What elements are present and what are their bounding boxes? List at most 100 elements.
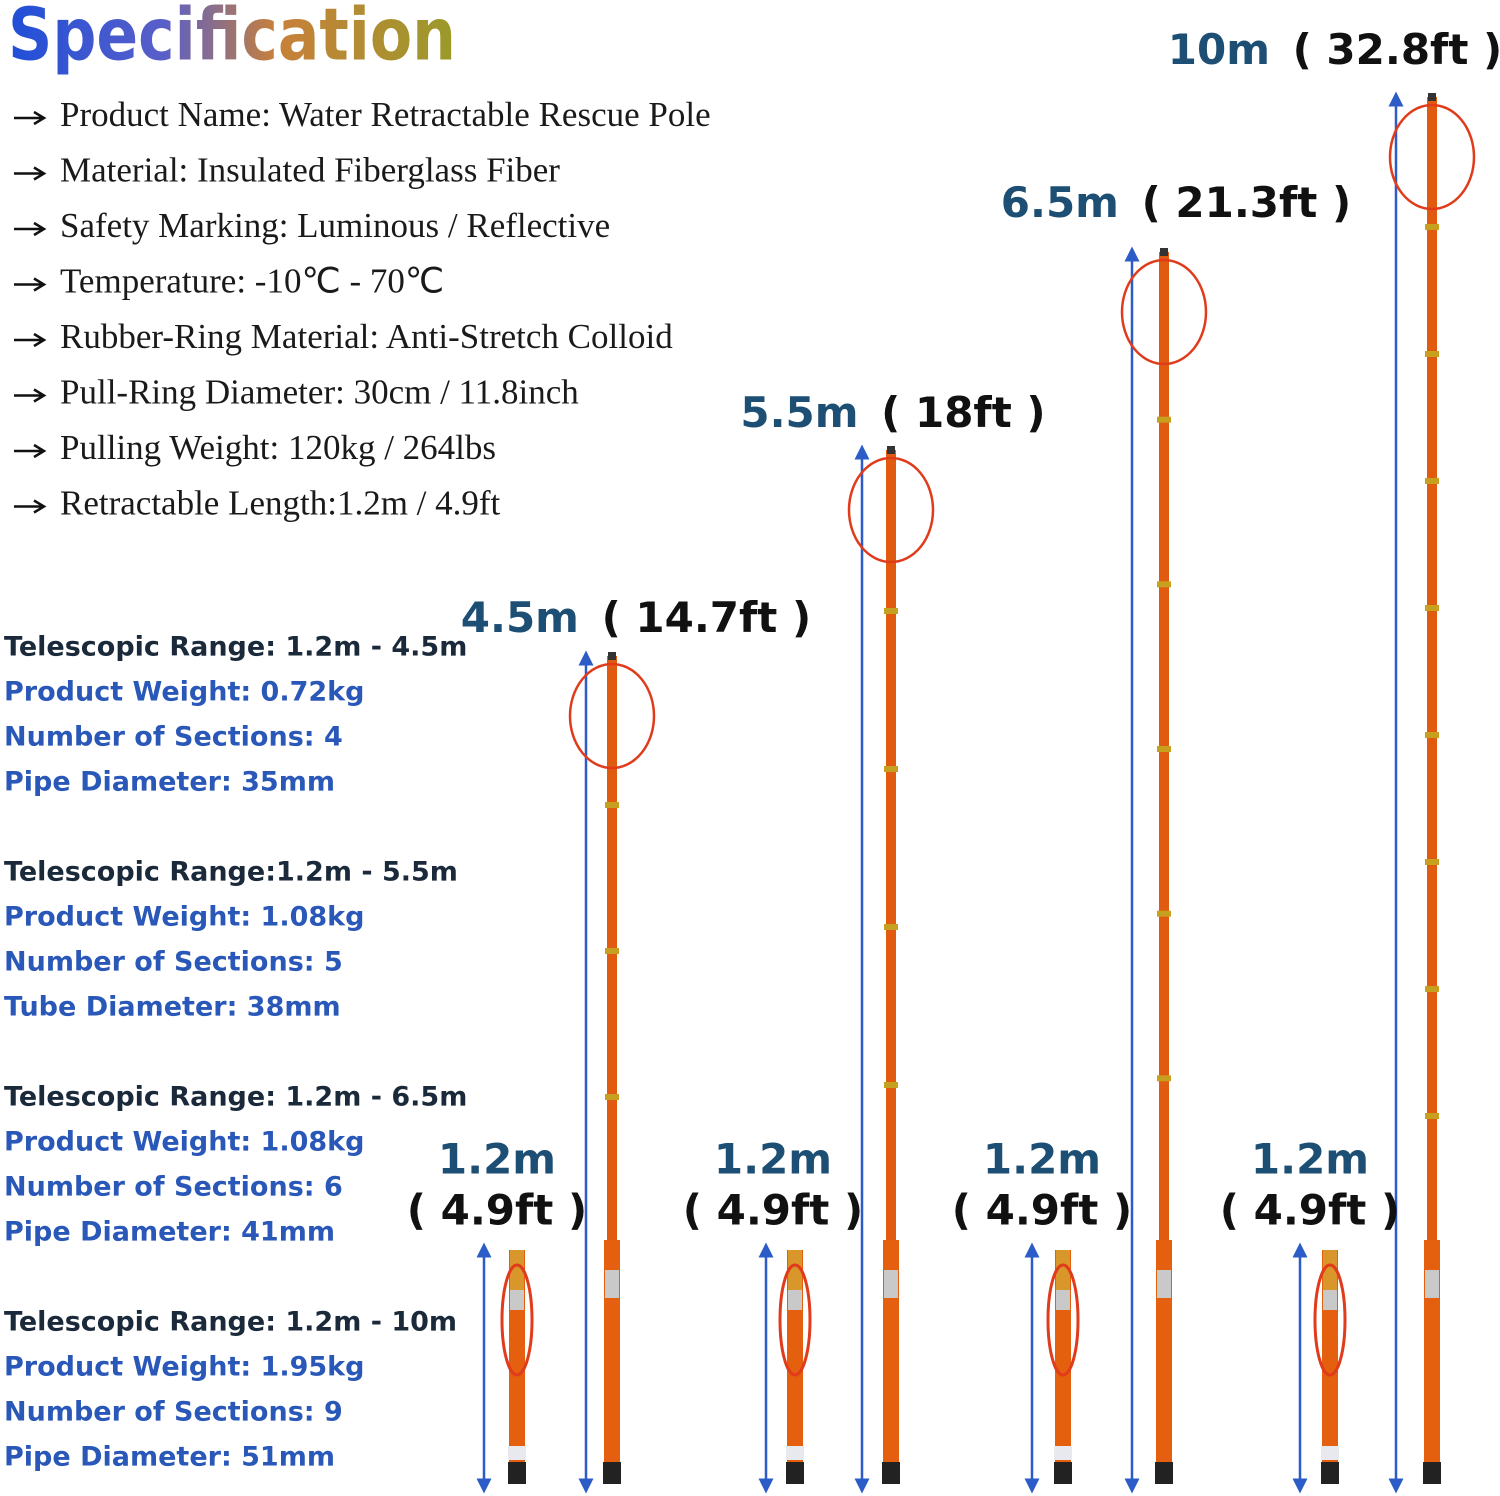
spec-line: Product Weight: 1.95kg (4, 1352, 364, 1383)
pole-cap (1054, 1462, 1072, 1484)
collapsed-pole (778, 1250, 812, 1484)
bullet-arrow (14, 332, 47, 348)
spec-line: Number of Sections: 9 (4, 1397, 343, 1428)
feature-item: Pulling Weight: 120kg / 264lbs (60, 428, 496, 467)
pole-label (1056, 1290, 1070, 1310)
pole-top (788, 1250, 802, 1290)
pole-joint (884, 766, 898, 772)
bullet-arrow (14, 499, 47, 514)
collapsed-length: 1.2m (1251, 1135, 1369, 1184)
pole-tip (608, 652, 616, 660)
spec-line: Number of Sections: 5 (4, 947, 343, 978)
pole-joint (1157, 581, 1171, 588)
spec-line: Number of Sections: 6 (4, 1172, 343, 1203)
collapsed-imperial: ( 4.9ft ) (407, 1186, 587, 1235)
collapsed-imperial: ( 4.9ft ) (1220, 1186, 1400, 1235)
extended-length: 4.5m ( 14.7ft ) (461, 593, 811, 642)
collapsed-imperial: ( 4.9ft ) (952, 1186, 1132, 1235)
spec-range: Telescopic Range: 1.2m - 4.5m (4, 632, 467, 663)
collapsed-length: 1.2m (438, 1135, 556, 1184)
pole-body (886, 450, 896, 1464)
extended-length: 6.5m ( 21.3ft ) (1001, 178, 1351, 227)
length-imperial: ( 18ft ) (881, 388, 1045, 437)
length-metric: 5.5m (740, 388, 858, 437)
pole-top (1056, 1250, 1070, 1290)
pole-joint (1425, 351, 1439, 357)
pole-cap (603, 1462, 621, 1484)
collapsed-length: 1.2m (714, 1135, 832, 1184)
pole-top (1323, 1250, 1337, 1290)
feature-item: Rubber-Ring Material: Anti-Stretch Collo… (60, 317, 673, 356)
bullet-arrow (14, 443, 47, 459)
pole-joint (605, 1094, 619, 1100)
pole-foot (508, 1446, 526, 1460)
spec-line: Tube Diameter: 38mm (4, 992, 341, 1023)
pole-cap (1155, 1462, 1173, 1484)
pole-joint (884, 608, 898, 614)
length-metric: 4.5m (461, 593, 579, 642)
pole-body (1159, 252, 1169, 1464)
feature-item: Material: Insulated Fiberglass Fiber (60, 151, 560, 190)
pole-foot (1321, 1446, 1339, 1460)
pull-ring (568, 662, 656, 770)
feature-item: Product Name: Water Retractable Rescue P… (60, 95, 711, 134)
pull-ring (1120, 258, 1208, 366)
pole-body (607, 656, 617, 1464)
spec-range: Telescopic Range: 1.2m - 10m (4, 1307, 457, 1338)
pole-foot (786, 1446, 804, 1460)
pole-joint (1157, 910, 1171, 917)
bullet-arrow (14, 166, 47, 181)
spec-line: Pipe Diameter: 41mm (4, 1217, 335, 1248)
pole-joint (1425, 1113, 1439, 1119)
spec-line: Pipe Diameter: 51mm (4, 1442, 335, 1473)
pole-label (884, 1270, 898, 1298)
feature-item: Retractable Length:1.2m / 4.9ft (60, 484, 501, 523)
spec-line: Number of Sections: 4 (4, 722, 343, 753)
collapsed-pole (500, 1250, 534, 1484)
pole-joint (1425, 732, 1439, 738)
bullet-arrow (14, 110, 47, 126)
pole-joint (1425, 986, 1439, 992)
pole-label (1157, 1270, 1171, 1298)
extended-length: 5.5m ( 18ft ) (740, 388, 1045, 437)
bullet-arrow (14, 221, 47, 237)
extended-pole (568, 652, 656, 1484)
spec-range: Telescopic Range: 1.2m - 6.5m (4, 1082, 467, 1113)
pull-ring (1388, 103, 1476, 211)
feature-item: Temperature: -10℃ - 70℃ (60, 262, 444, 301)
spec-line: Product Weight: 1.08kg (4, 1127, 364, 1158)
length-metric: 6.5m (1001, 178, 1119, 227)
collapsed-pole (1313, 1250, 1347, 1484)
pole-cap (508, 1462, 526, 1484)
title: Specification (8, 0, 456, 77)
spec-range: Telescopic Range:1.2m - 5.5m (4, 857, 458, 888)
pole-tip (1160, 248, 1168, 256)
pull-ring (847, 456, 935, 564)
feature-item: Pull-Ring Diameter: 30cm / 11.8inch (60, 373, 579, 412)
pole-top (510, 1250, 524, 1290)
pole-joint (1425, 478, 1439, 484)
pole-joint (605, 948, 619, 954)
spec-line: Pipe Diameter: 35mm (4, 767, 335, 798)
pole-cap (882, 1462, 900, 1484)
pull-ring (778, 1263, 812, 1377)
bullet-arrow (14, 388, 47, 403)
pole-joint (1425, 605, 1439, 611)
pole-joint (1425, 859, 1439, 865)
collapsed-pole (1046, 1250, 1080, 1484)
collapsed-imperial: ( 4.9ft ) (683, 1186, 863, 1235)
pole-label (1323, 1290, 1337, 1310)
pole-cap (786, 1462, 804, 1484)
extended-pole (847, 446, 935, 1484)
length-space (587, 593, 602, 642)
pole-tip (1428, 93, 1436, 101)
pole-joint (884, 924, 898, 930)
extended-pole (1120, 248, 1208, 1484)
length-imperial: ( 21.3ft ) (1142, 178, 1352, 227)
pole-tip (887, 446, 895, 454)
pole-body (1427, 97, 1437, 1464)
length-imperial: ( 32.8ft ) (1293, 25, 1500, 74)
length-metric: 10m (1168, 25, 1270, 74)
pole-cap (1423, 1462, 1441, 1484)
pole-label (788, 1290, 802, 1310)
